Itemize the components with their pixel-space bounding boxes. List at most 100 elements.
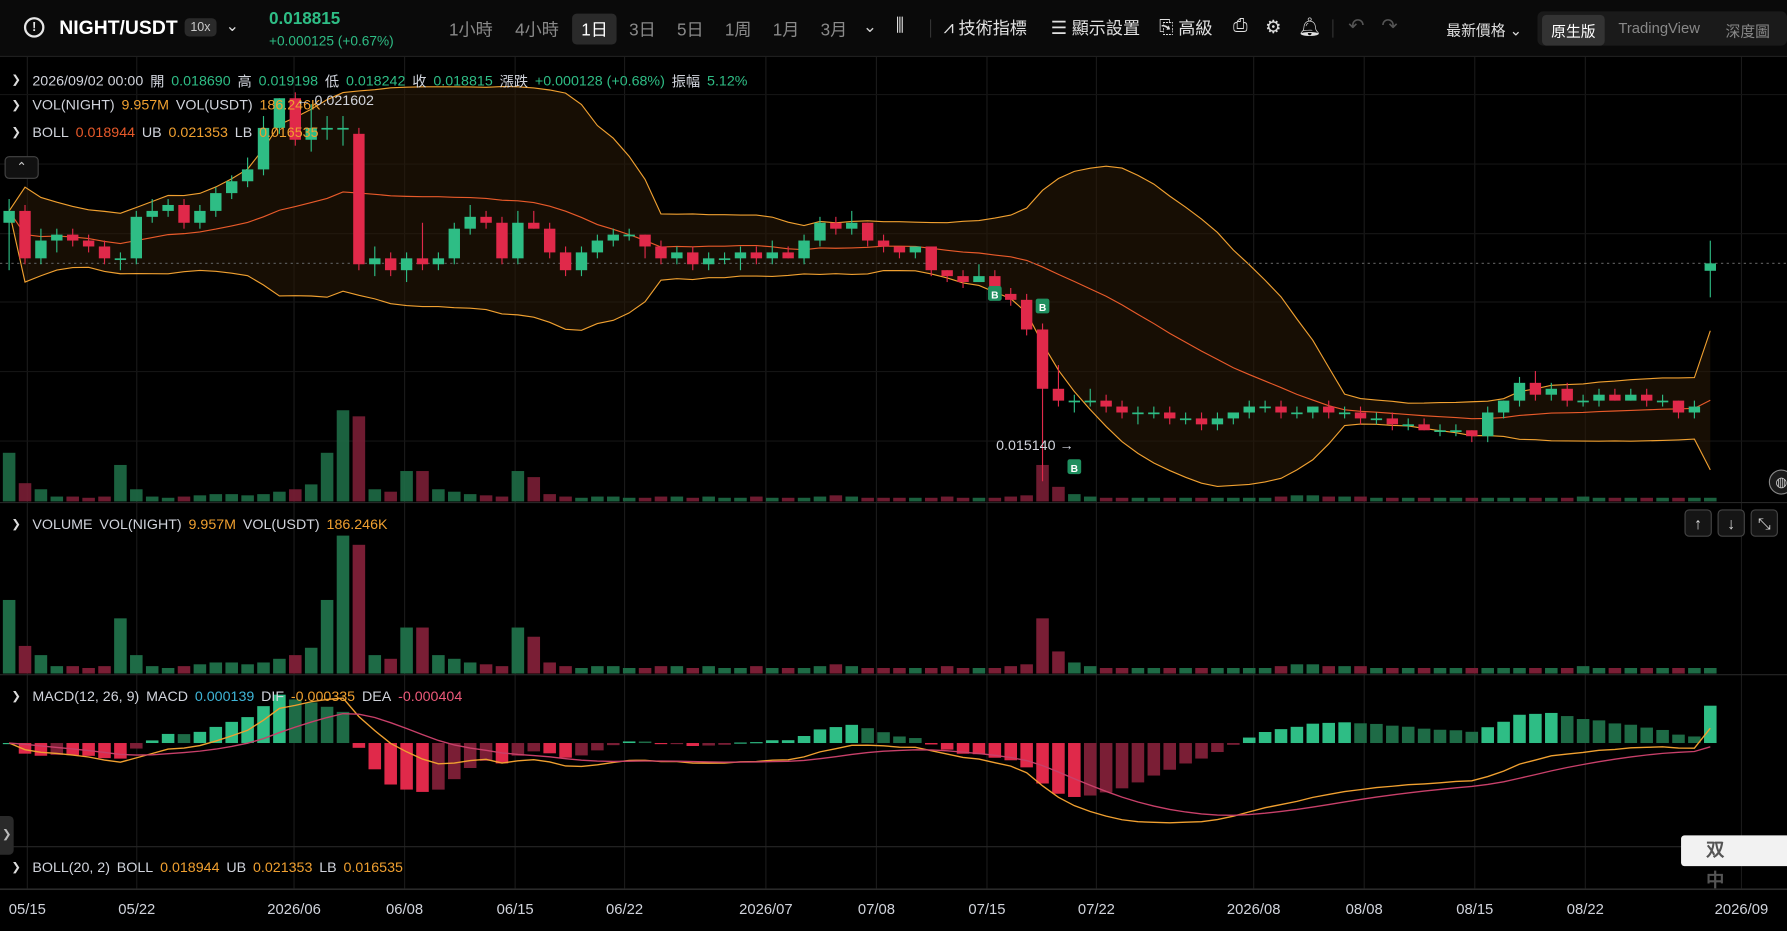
macd-histogram-bar xyxy=(432,743,445,790)
x-axis-tick-label: 08/08 xyxy=(1345,900,1383,918)
move-pane-down-icon[interactable]: ↓ xyxy=(1717,509,1745,537)
macd-histogram-bar xyxy=(479,743,493,761)
collapse-chevron-icon[interactable]: ❯ xyxy=(11,517,21,531)
boll-band-fill xyxy=(9,86,1711,487)
collapse-legends-button[interactable]: ⌃ xyxy=(4,156,39,179)
volume-bar xyxy=(781,667,795,674)
collapse-pane-icon[interactable]: ⤡ xyxy=(1750,509,1778,537)
macd-histogram-bar xyxy=(1290,726,1304,744)
volume-bar xyxy=(289,655,302,674)
volume-overlay-bar xyxy=(1179,497,1192,502)
ohlc-legend: ❯ 2026/09/02 00:00 開 0.018690 高 0.019198 低… xyxy=(11,72,748,91)
candle-body xyxy=(1275,406,1287,413)
interval-1h[interactable]: 1小時 xyxy=(449,20,493,40)
interval-1w[interactable]: 1周 xyxy=(724,20,752,40)
volume-bar xyxy=(1433,667,1447,674)
symbol-name[interactable]: NIGHT/USDT xyxy=(59,17,178,39)
view-depth-tab[interactable]: 深度圖 xyxy=(1725,22,1770,40)
macd-histogram-bar xyxy=(320,706,334,744)
volume-overlay-bar xyxy=(1449,497,1463,502)
volume-bar xyxy=(765,667,779,674)
globe-icon[interactable]: ◍ xyxy=(1768,469,1787,495)
collapse-chevron-icon[interactable]: ❯ xyxy=(11,690,21,703)
collapse-chevron-icon[interactable]: ❯ xyxy=(11,74,21,87)
volume-overlay-bar xyxy=(1195,497,1208,502)
volume-overlay-bar xyxy=(829,495,843,502)
volume-bar xyxy=(718,667,731,674)
interval-1m[interactable]: 1月 xyxy=(772,20,800,40)
candle-body xyxy=(1259,406,1271,409)
candle-type-icon[interactable]: ⫼ xyxy=(895,15,905,36)
candle-body xyxy=(448,228,460,259)
macd-histogram-bar xyxy=(638,741,652,744)
candle-body xyxy=(1482,412,1494,437)
volume-bar xyxy=(1624,667,1638,674)
undo-icon[interactable]: ↶ xyxy=(1348,14,1365,37)
volume-bar xyxy=(114,618,127,674)
collapse-chevron-icon[interactable]: ❯ xyxy=(11,125,21,139)
macd-histogram-bar xyxy=(1068,743,1081,797)
macd-histogram-bar xyxy=(940,743,954,750)
macd-histogram-bar xyxy=(98,743,111,759)
interval-5d[interactable]: 5日 xyxy=(676,20,704,40)
leverage-badge: 10x xyxy=(184,18,217,37)
alert-bell-icon[interactable]: 🔔︎ xyxy=(1298,18,1322,38)
volume-bar xyxy=(702,666,715,674)
candle-body xyxy=(1036,329,1049,389)
low-price-marker: 0.015140 → xyxy=(996,437,1074,454)
price-type-select[interactable]: 最新價格 ⌄ xyxy=(1446,21,1523,39)
volume-bar xyxy=(145,666,159,674)
volume-overlay-bar xyxy=(972,497,986,502)
volume-overlay-bar xyxy=(781,497,795,502)
expand-sidebar-button[interactable]: ❯ xyxy=(0,815,14,855)
macd-histogram-bar xyxy=(1083,743,1097,796)
collapse-chevron-icon[interactable]: ❯ xyxy=(11,98,21,112)
volume-overlay-bar xyxy=(66,496,79,502)
more-intervals-chevron-icon[interactable]: ⌄ xyxy=(862,17,878,37)
display-settings-button[interactable]: ☰ 顯示設置 xyxy=(1051,16,1140,40)
candle-body xyxy=(1020,299,1033,330)
macd-histogram-bar xyxy=(1497,721,1510,744)
interval-3d[interactable]: 3日 xyxy=(629,20,656,40)
macd-histogram-bar xyxy=(543,743,556,754)
view-tradingview-tab[interactable]: TradingView xyxy=(1618,19,1700,37)
macd-histogram-bar xyxy=(1179,743,1192,764)
volume-bar xyxy=(1290,664,1304,674)
candle-body xyxy=(1688,406,1701,413)
macd-histogram-bar xyxy=(1354,723,1367,744)
macd-histogram-bar xyxy=(670,743,684,745)
interval-4h[interactable]: 4小時 xyxy=(515,20,559,40)
volume-bar xyxy=(1274,666,1288,674)
buy-marker xyxy=(1035,298,1050,314)
volume-bar xyxy=(1465,667,1479,674)
volume-overlay-bar xyxy=(607,496,620,502)
macd-histogram-bar xyxy=(1592,720,1606,744)
advanced-button[interactable]: ⎘ 高級 xyxy=(1159,17,1213,39)
move-pane-up-icon[interactable]: ↑ xyxy=(1684,509,1712,537)
volume-bar xyxy=(479,664,493,674)
volume-overlay-bar xyxy=(654,496,668,502)
interval-3m[interactable]: 3月 xyxy=(820,20,848,40)
volume-bar xyxy=(686,667,700,674)
macd-histogram-bar xyxy=(1513,714,1526,744)
volume-overlay-bar xyxy=(1147,497,1161,502)
collapse-chevron-icon[interactable]: ❯ xyxy=(11,860,21,874)
volume-bar xyxy=(1704,667,1717,674)
symbol-dropdown-chevron-icon[interactable]: ⌄ xyxy=(225,15,240,35)
indicators-button[interactable]: ⩘ 技術指標 xyxy=(943,17,1027,39)
info-icon[interactable]: ! xyxy=(23,17,45,38)
candle-body xyxy=(861,222,874,241)
volume-overlay-bar xyxy=(18,483,32,502)
gear-icon[interactable]: ⚙ xyxy=(1265,18,1282,38)
interval-1d[interactable]: 1日 xyxy=(572,13,617,45)
screenshot-icon[interactable]: ⎙ xyxy=(1233,15,1248,36)
macd-histogram-bar xyxy=(734,742,747,744)
volume-bar xyxy=(177,666,191,674)
volume-overlay-bar xyxy=(1258,497,1272,502)
volume-overlay-bar xyxy=(1227,497,1240,502)
boll-overlay-legend: ❯ BOLL 0.018944 UB 0.021353 LB 0.016535 xyxy=(11,124,319,141)
view-native-tab[interactable]: 原生版 xyxy=(1542,14,1605,46)
divider xyxy=(1332,19,1334,38)
redo-icon[interactable]: ↷ xyxy=(1381,14,1398,37)
